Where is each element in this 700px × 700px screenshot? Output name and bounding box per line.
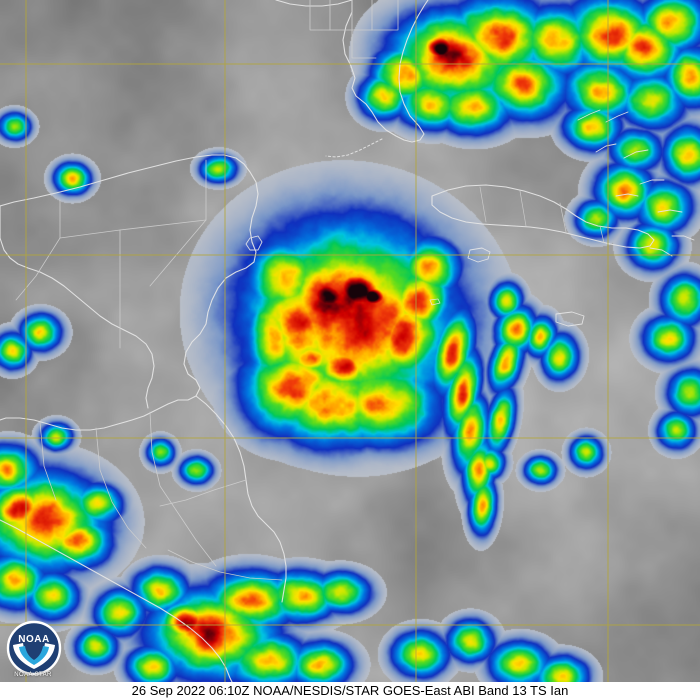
noaa-logo: NOAA — [5, 619, 63, 681]
infrared-satellite-canvas — [0, 0, 700, 682]
satellite-imagery-panel: NOAA NOAA STAR — [0, 0, 700, 682]
noaa-wordmark: NOAA — [18, 634, 49, 645]
caption-background — [0, 682, 700, 700]
noaa-star-label: NOAA STAR — [14, 672, 52, 678]
product-caption: 26 Sep 2022 06:10Z NOAA/NESDIS/STAR GOES… — [131, 683, 569, 698]
